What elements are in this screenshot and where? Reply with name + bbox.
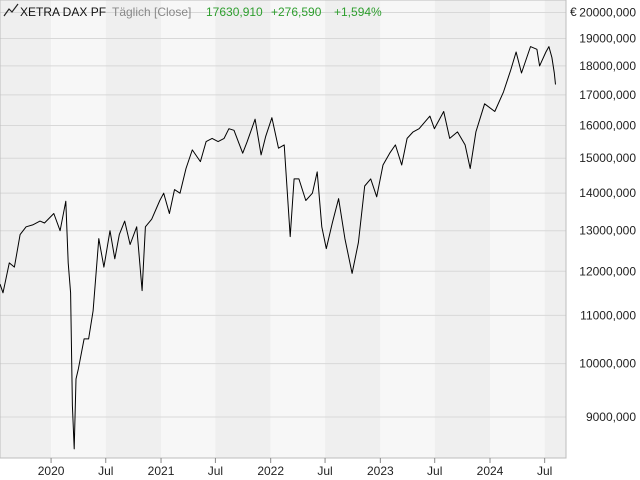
y-tick-label: 20000,000 (579, 6, 636, 20)
background-band (215, 0, 271, 458)
y-axis: 9000,000 10000,000 11000,000 12000,000 13000… (579, 6, 636, 424)
x-tick-label: Jul (537, 464, 552, 478)
x-tick-label: 2020 (38, 464, 65, 478)
y-tick-label: 18000,000 (579, 59, 636, 73)
y-tick-label: 16000,000 (579, 119, 636, 133)
x-tick-label: Jul (427, 464, 442, 478)
plot-background-bands (0, 0, 566, 458)
y-tick-label: 10000,000 (579, 357, 636, 371)
plot-border (0, 0, 567, 459)
x-tick-label: Jul (98, 464, 113, 478)
y-tick-label: 15000,000 (579, 151, 636, 165)
x-tick-label: 2023 (367, 464, 394, 478)
price-line[interactable] (0, 46, 556, 450)
x-tick-label: 2021 (148, 464, 175, 478)
last-value: 17630,910 (206, 5, 263, 19)
background-band (380, 0, 435, 458)
svg-text:XETRA DAX PF Täglich [Cl: XETRA DAX PF Täglich [Close] 17630,910 +… (20, 5, 382, 19)
background-band (434, 0, 490, 458)
background-band (489, 0, 545, 458)
background-band (161, 0, 216, 458)
interval-label: Täglich [Close] (112, 5, 191, 19)
y-tick-label: 19000,000 (579, 31, 636, 45)
background-band (0, 0, 52, 458)
y-tick-label: 17000,000 (579, 88, 636, 102)
chart-header: XETRA DAX PF Täglich [Close] 17630,910 +… (3, 3, 382, 19)
background-band (105, 0, 162, 458)
x-tick-label: 2024 (477, 464, 504, 478)
change-absolute: +276,590 (271, 5, 322, 19)
y-axis-unit: € (570, 5, 577, 19)
x-tick-label: Jul (317, 464, 332, 478)
line-chart-icon (3, 3, 19, 17)
y-tick-label: 12000,000 (579, 264, 636, 278)
y-tick-label: 11000,000 (580, 308, 636, 322)
background-band (270, 0, 326, 458)
background-band (325, 0, 381, 458)
y-tick-label: 14000,000 (579, 186, 636, 200)
y-tick-label: 9000,000 (586, 410, 636, 424)
instrument-name: XETRA DAX PF (20, 5, 106, 19)
y-tick-label: 13000,000 (579, 224, 636, 238)
horizontal-gridlines (0, 12, 566, 418)
change-percent: +1,594% (334, 5, 382, 19)
x-axis: 2020 Jul 2021 Jul 2022 Jul 2023 Jul 2024 Jul (38, 458, 552, 478)
x-tick-label: Jul (208, 464, 223, 478)
background-band (544, 0, 566, 458)
x-tick-label: 2022 (257, 464, 284, 478)
